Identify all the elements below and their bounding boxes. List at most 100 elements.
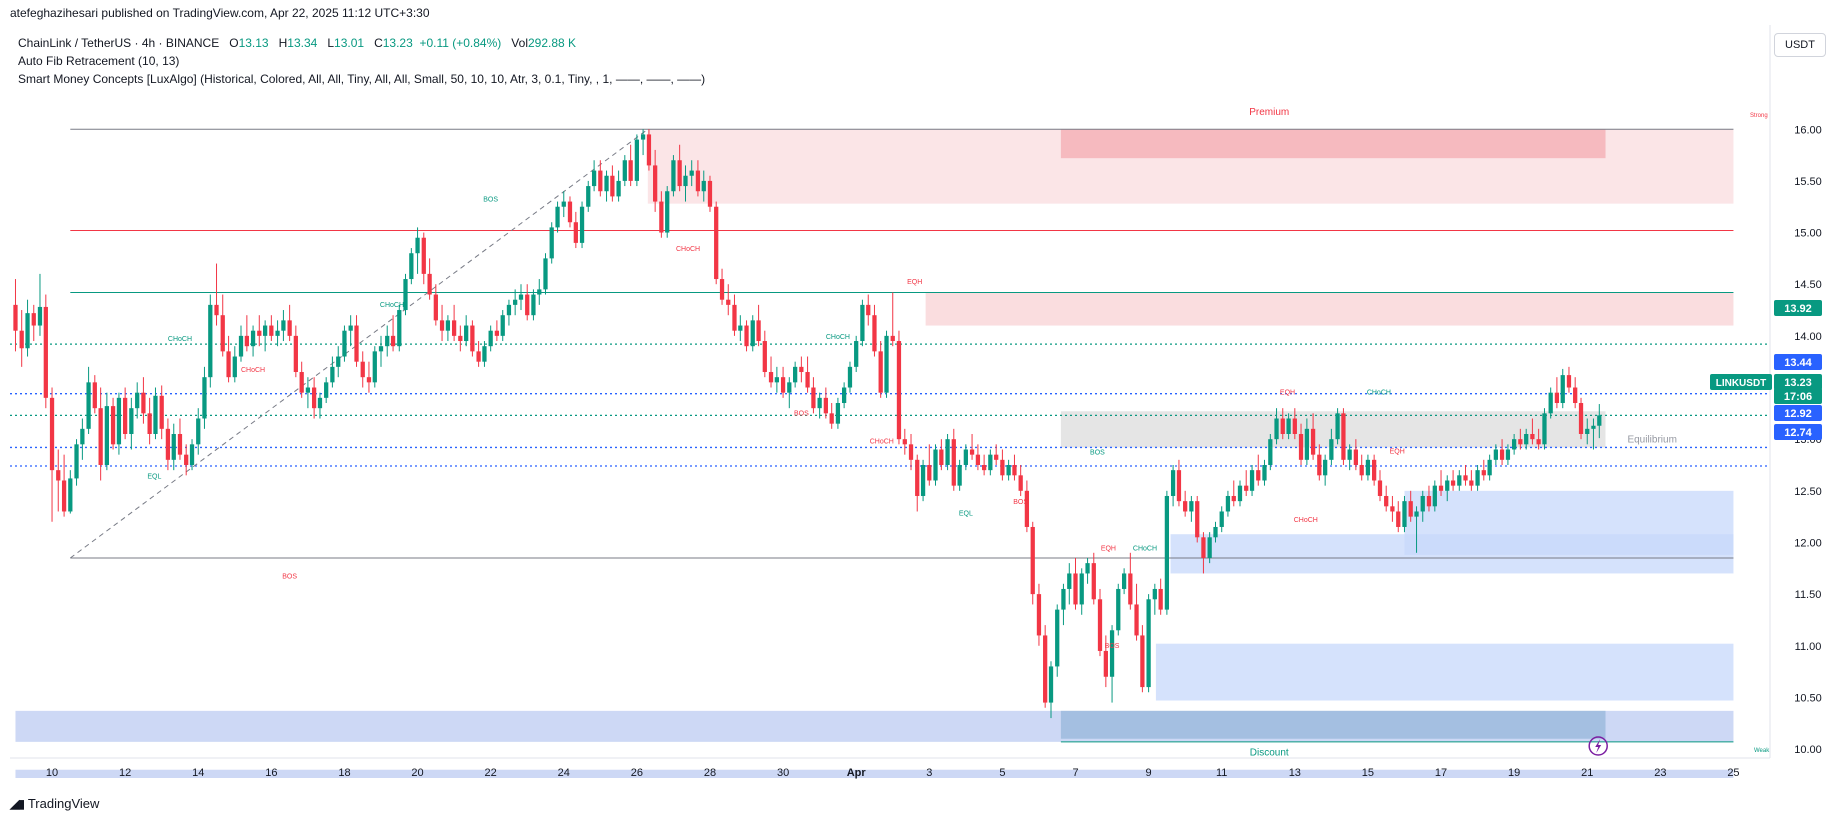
candle-body [518, 294, 524, 300]
candle-body [908, 444, 914, 460]
candle-body [433, 294, 438, 321]
candle-body [951, 439, 956, 486]
candle-body [80, 428, 85, 445]
price-badge-label: 13.44 [1784, 357, 1812, 369]
price-badge-label: 12.92 [1784, 408, 1812, 420]
symbol-badge-bg [1710, 374, 1772, 390]
candle-body [811, 387, 816, 409]
candle-body [1426, 495, 1432, 507]
candle-body [1249, 470, 1255, 491]
candle-body [1481, 470, 1486, 476]
price-badges: 13.92 13.44 13.23 17:06 12.92 12.74 LINKUSDT [1588, 300, 1822, 756]
candle-body [378, 346, 384, 352]
time-tick-label: Apr [847, 767, 867, 779]
candle-body [634, 139, 640, 181]
candle-body [445, 320, 451, 331]
indicator-smc[interactable]: Smart Money Concepts [LuxAlgo] (Historic… [18, 72, 706, 86]
lightning-glyph [1595, 739, 1602, 753]
candle-body [774, 377, 780, 383]
ohlc-row: ChainLink / TetherUS · 4h · BINANCE O13.… [18, 34, 705, 52]
candle-body [482, 346, 487, 362]
candle-body [1176, 470, 1182, 502]
candle-body [123, 397, 128, 434]
indicator-fib[interactable]: Auto Fib Retracement (10, 13) [18, 54, 180, 68]
candle-body [707, 180, 713, 207]
candle-body [884, 335, 889, 393]
price-tick-label: 10.00 [1794, 744, 1822, 756]
candle-body [1000, 459, 1005, 476]
candle-body [56, 470, 61, 481]
candle-body [665, 191, 670, 233]
candle-body [531, 294, 536, 316]
candle-body [1292, 418, 1297, 434]
candle-body [1408, 501, 1413, 517]
structure-label: EQH [1390, 449, 1405, 456]
candle-body [988, 454, 993, 471]
candle-body [549, 227, 554, 259]
candle-body [1469, 480, 1474, 486]
candle-body [933, 449, 938, 481]
candle-body [250, 330, 256, 347]
candle-body [37, 306, 43, 326]
candle-body [427, 273, 432, 295]
candle-body [116, 397, 122, 445]
candle-body [945, 439, 950, 465]
candle-body [1450, 480, 1456, 486]
symbol-name[interactable]: ChainLink / TetherUS · 4h · BINANCE [18, 36, 220, 50]
candle-body [1566, 375, 1572, 388]
candle-body [1225, 495, 1231, 512]
candle-body [1445, 480, 1450, 491]
candle-body [348, 325, 353, 331]
price-tick-label: 15.00 [1794, 228, 1822, 240]
candle-body [1518, 439, 1523, 445]
candle-body [464, 325, 469, 342]
candle-body [1560, 375, 1565, 404]
candle-body [835, 403, 841, 424]
structure-label: EQH [1280, 390, 1295, 397]
candle-body [1359, 464, 1364, 476]
structure-label: EQL [959, 511, 973, 518]
candle-body [1329, 439, 1334, 460]
time-tick-label: 7 [1072, 767, 1078, 779]
candle-body [421, 237, 426, 274]
candle-body [1286, 418, 1291, 434]
candle-body [695, 170, 701, 192]
candle-body [543, 258, 548, 290]
candle-body [1377, 480, 1383, 496]
low-label: L [327, 36, 335, 50]
candle-body [1116, 588, 1121, 631]
candle-body [458, 335, 463, 342]
candle-body [780, 377, 786, 393]
candle-body [1542, 413, 1547, 445]
candle-body [202, 377, 207, 419]
high-label: H [278, 36, 288, 50]
time-tick-label: 14 [192, 767, 204, 779]
price-tick-label: 11.00 [1795, 641, 1822, 653]
candle-body [214, 304, 219, 316]
candle-body [604, 175, 609, 192]
candle-body [1121, 573, 1127, 589]
price-badge-bg [1774, 354, 1822, 370]
vol-value: 292.88 K [527, 36, 577, 50]
candle-body [147, 413, 152, 434]
candle-body [470, 325, 475, 352]
candle-body [476, 351, 481, 362]
candle-body [1414, 511, 1419, 517]
candle-body [762, 341, 767, 373]
candle-body [1536, 439, 1541, 445]
currency-button[interactable]: USDT [1774, 33, 1826, 57]
candle-body [628, 160, 633, 181]
candle-body [49, 397, 55, 471]
candle-body [1146, 599, 1151, 688]
candle-body [1262, 464, 1267, 481]
candle-body [330, 366, 335, 383]
candle-body [1268, 439, 1273, 465]
candle-body [1018, 475, 1023, 491]
candle-body [598, 170, 603, 192]
candle-body [68, 478, 73, 512]
candle-body [787, 382, 792, 393]
tradingview-brand[interactable]: ◢▮ TradingView [10, 796, 99, 811]
candle-body [61, 480, 67, 512]
candle-body [263, 325, 268, 336]
